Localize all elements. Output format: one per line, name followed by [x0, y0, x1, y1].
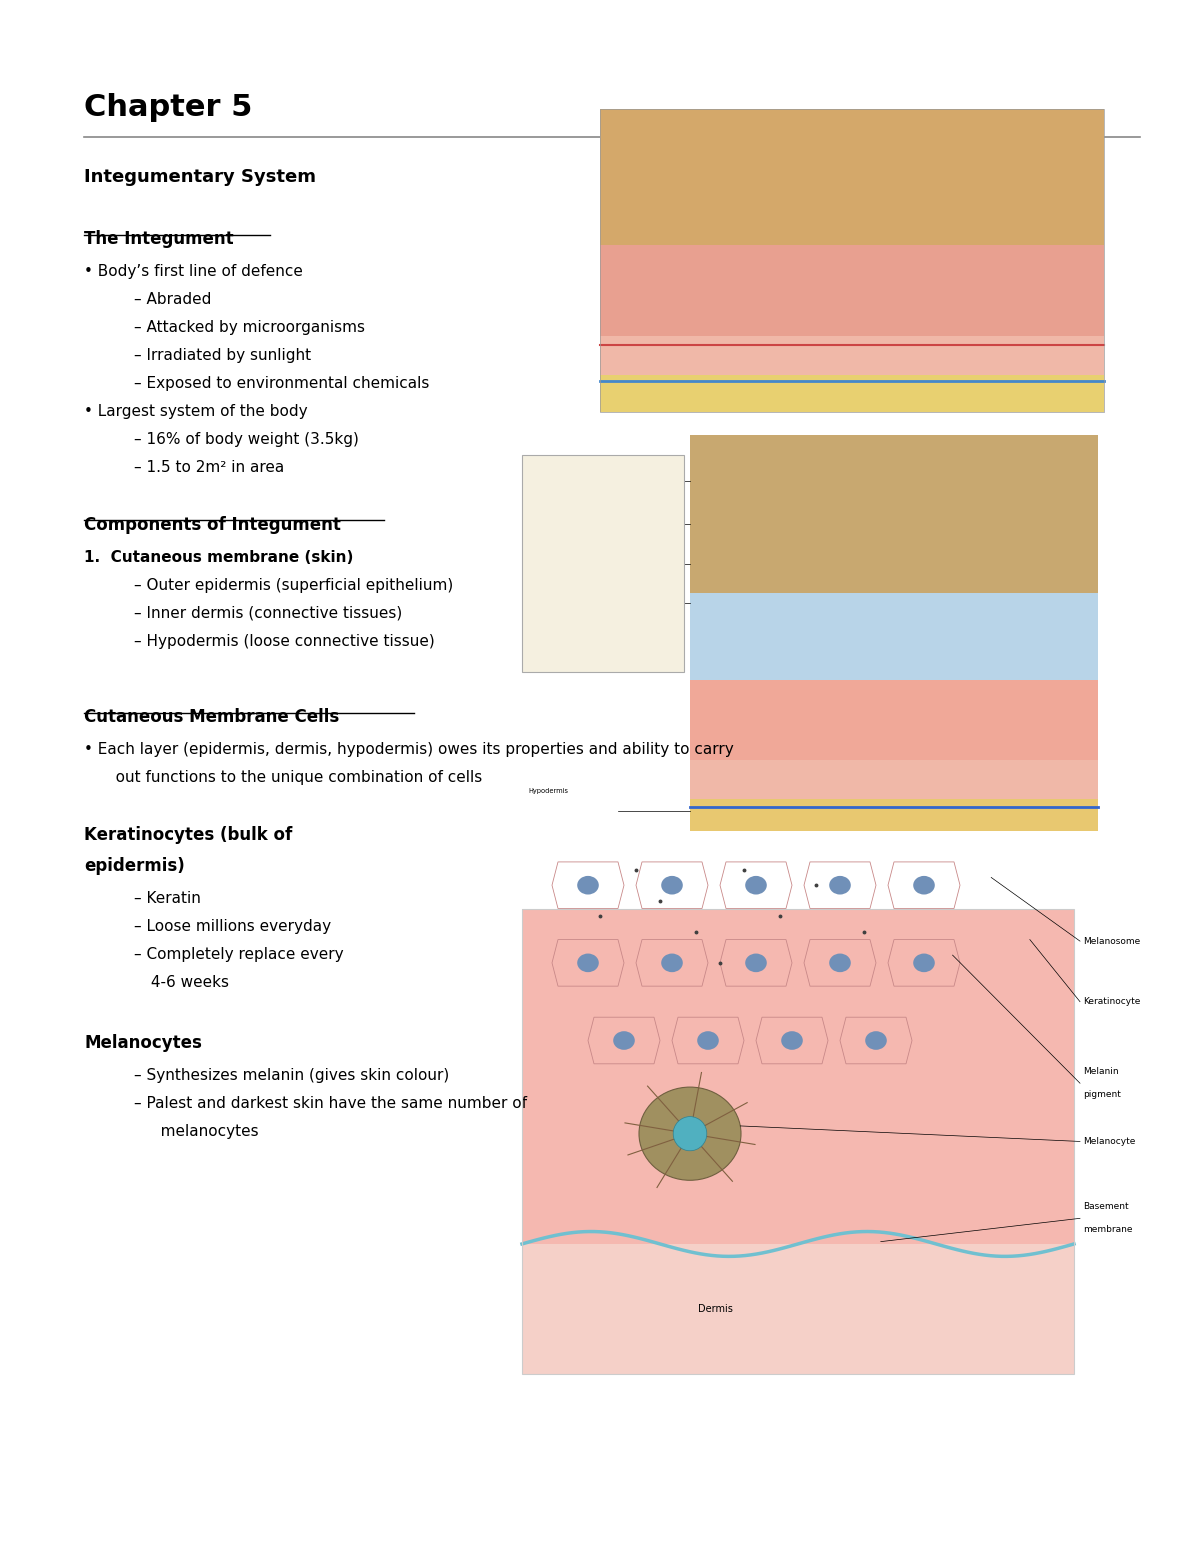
Text: Cutaneous Membrane Cells: Cutaneous Membrane Cells — [84, 708, 340, 727]
Text: Melanocytes: Melanocytes — [84, 1034, 202, 1053]
Bar — [522, 909, 1074, 1374]
Text: Hypodermis: Hypodermis — [528, 789, 568, 794]
Text: Melanosome: Melanosome — [1084, 936, 1141, 946]
Text: Dermis: Dermis — [528, 561, 552, 567]
Bar — [522, 455, 684, 672]
Bar — [690, 759, 1098, 800]
Text: Keratinocytes (bulk of: Keratinocytes (bulk of — [84, 826, 293, 845]
Bar — [600, 245, 1104, 335]
Bar — [600, 109, 1104, 412]
Text: – Outer epidermis (superficial epithelium): – Outer epidermis (superficial epitheliu… — [134, 578, 454, 593]
Text: 1.  Cutaneous membrane (skin): 1. Cutaneous membrane (skin) — [84, 550, 353, 565]
Text: – Palest and darkest skin have the same number of: – Palest and darkest skin have the same … — [134, 1096, 528, 1112]
Bar — [600, 335, 1104, 376]
Text: – 16% of body weight (3.5kg): – 16% of body weight (3.5kg) — [134, 432, 359, 447]
Ellipse shape — [865, 1031, 887, 1050]
Text: – 1.5 to 2m² in area: – 1.5 to 2m² in area — [134, 460, 284, 475]
Ellipse shape — [745, 954, 767, 972]
Ellipse shape — [913, 954, 935, 972]
Text: – Keratin: – Keratin — [134, 891, 202, 907]
Ellipse shape — [661, 954, 683, 972]
Text: 4-6 weeks: 4-6 weeks — [146, 975, 229, 991]
Text: out functions to the unique combination of cells: out functions to the unique combination … — [101, 770, 482, 786]
Text: – Synthesizes melanin (gives skin colour): – Synthesizes melanin (gives skin colour… — [134, 1068, 450, 1084]
Text: • Largest system of the body: • Largest system of the body — [84, 404, 307, 419]
Text: Cutaneous Membrane: Cutaneous Membrane — [528, 460, 623, 469]
Ellipse shape — [745, 876, 767, 895]
Ellipse shape — [613, 1031, 635, 1050]
Text: Keratinocyte: Keratinocyte — [1084, 997, 1141, 1006]
Text: Melanocyte: Melanocyte — [1084, 1137, 1136, 1146]
Ellipse shape — [640, 1087, 742, 1180]
Ellipse shape — [697, 1031, 719, 1050]
Text: membrane: membrane — [1084, 1225, 1133, 1235]
Text: – Exposed to environmental chemicals: – Exposed to environmental chemicals — [134, 376, 430, 391]
Bar — [690, 800, 1098, 831]
Ellipse shape — [673, 1117, 707, 1151]
Bar — [690, 680, 1098, 759]
Text: Epidermis: Epidermis — [528, 478, 562, 485]
Ellipse shape — [913, 876, 935, 895]
Text: Reticular layer: Reticular layer — [528, 599, 576, 606]
Bar — [690, 435, 1098, 593]
Ellipse shape — [829, 876, 851, 895]
Text: Chapter 5: Chapter 5 — [84, 93, 252, 123]
Text: • Body’s first line of defence: • Body’s first line of defence — [84, 264, 302, 280]
Text: Dermis: Dermis — [697, 1305, 733, 1314]
Bar — [600, 376, 1104, 412]
Text: Integumentary System: Integumentary System — [84, 168, 316, 186]
Text: • Each layer (epidermis, dermis, hypodermis) owes its properties and ability to : • Each layer (epidermis, dermis, hypoder… — [84, 742, 733, 758]
Text: – Attacked by microorganisms: – Attacked by microorganisms — [134, 320, 365, 335]
Text: – Hypodermis (loose connective tissue): – Hypodermis (loose connective tissue) — [134, 634, 436, 649]
Text: – Inner dermis (connective tissues): – Inner dermis (connective tissues) — [134, 606, 403, 621]
Text: The Integument: The Integument — [84, 230, 234, 248]
Text: epidermis): epidermis) — [84, 857, 185, 876]
Ellipse shape — [661, 876, 683, 895]
Bar — [522, 1244, 1074, 1374]
Text: pigment: pigment — [1084, 1090, 1122, 1100]
Ellipse shape — [577, 876, 599, 895]
Text: – Abraded: – Abraded — [134, 292, 211, 307]
Ellipse shape — [577, 954, 599, 972]
Bar — [522, 909, 1074, 1244]
Text: Papillary layer: Papillary layer — [528, 522, 575, 528]
Ellipse shape — [829, 954, 851, 972]
Text: – Loose millions everyday: – Loose millions everyday — [134, 919, 331, 935]
Text: Basement: Basement — [1084, 1202, 1129, 1211]
Ellipse shape — [781, 1031, 803, 1050]
Bar — [690, 593, 1098, 680]
Bar — [600, 109, 1104, 245]
Text: Melanin: Melanin — [1084, 1067, 1120, 1076]
Text: melanocytes: melanocytes — [146, 1124, 259, 1140]
Text: Components of Integument: Components of Integument — [84, 516, 341, 534]
Text: – Irradiated by sunlight: – Irradiated by sunlight — [134, 348, 312, 363]
Text: – Completely replace every: – Completely replace every — [134, 947, 344, 963]
